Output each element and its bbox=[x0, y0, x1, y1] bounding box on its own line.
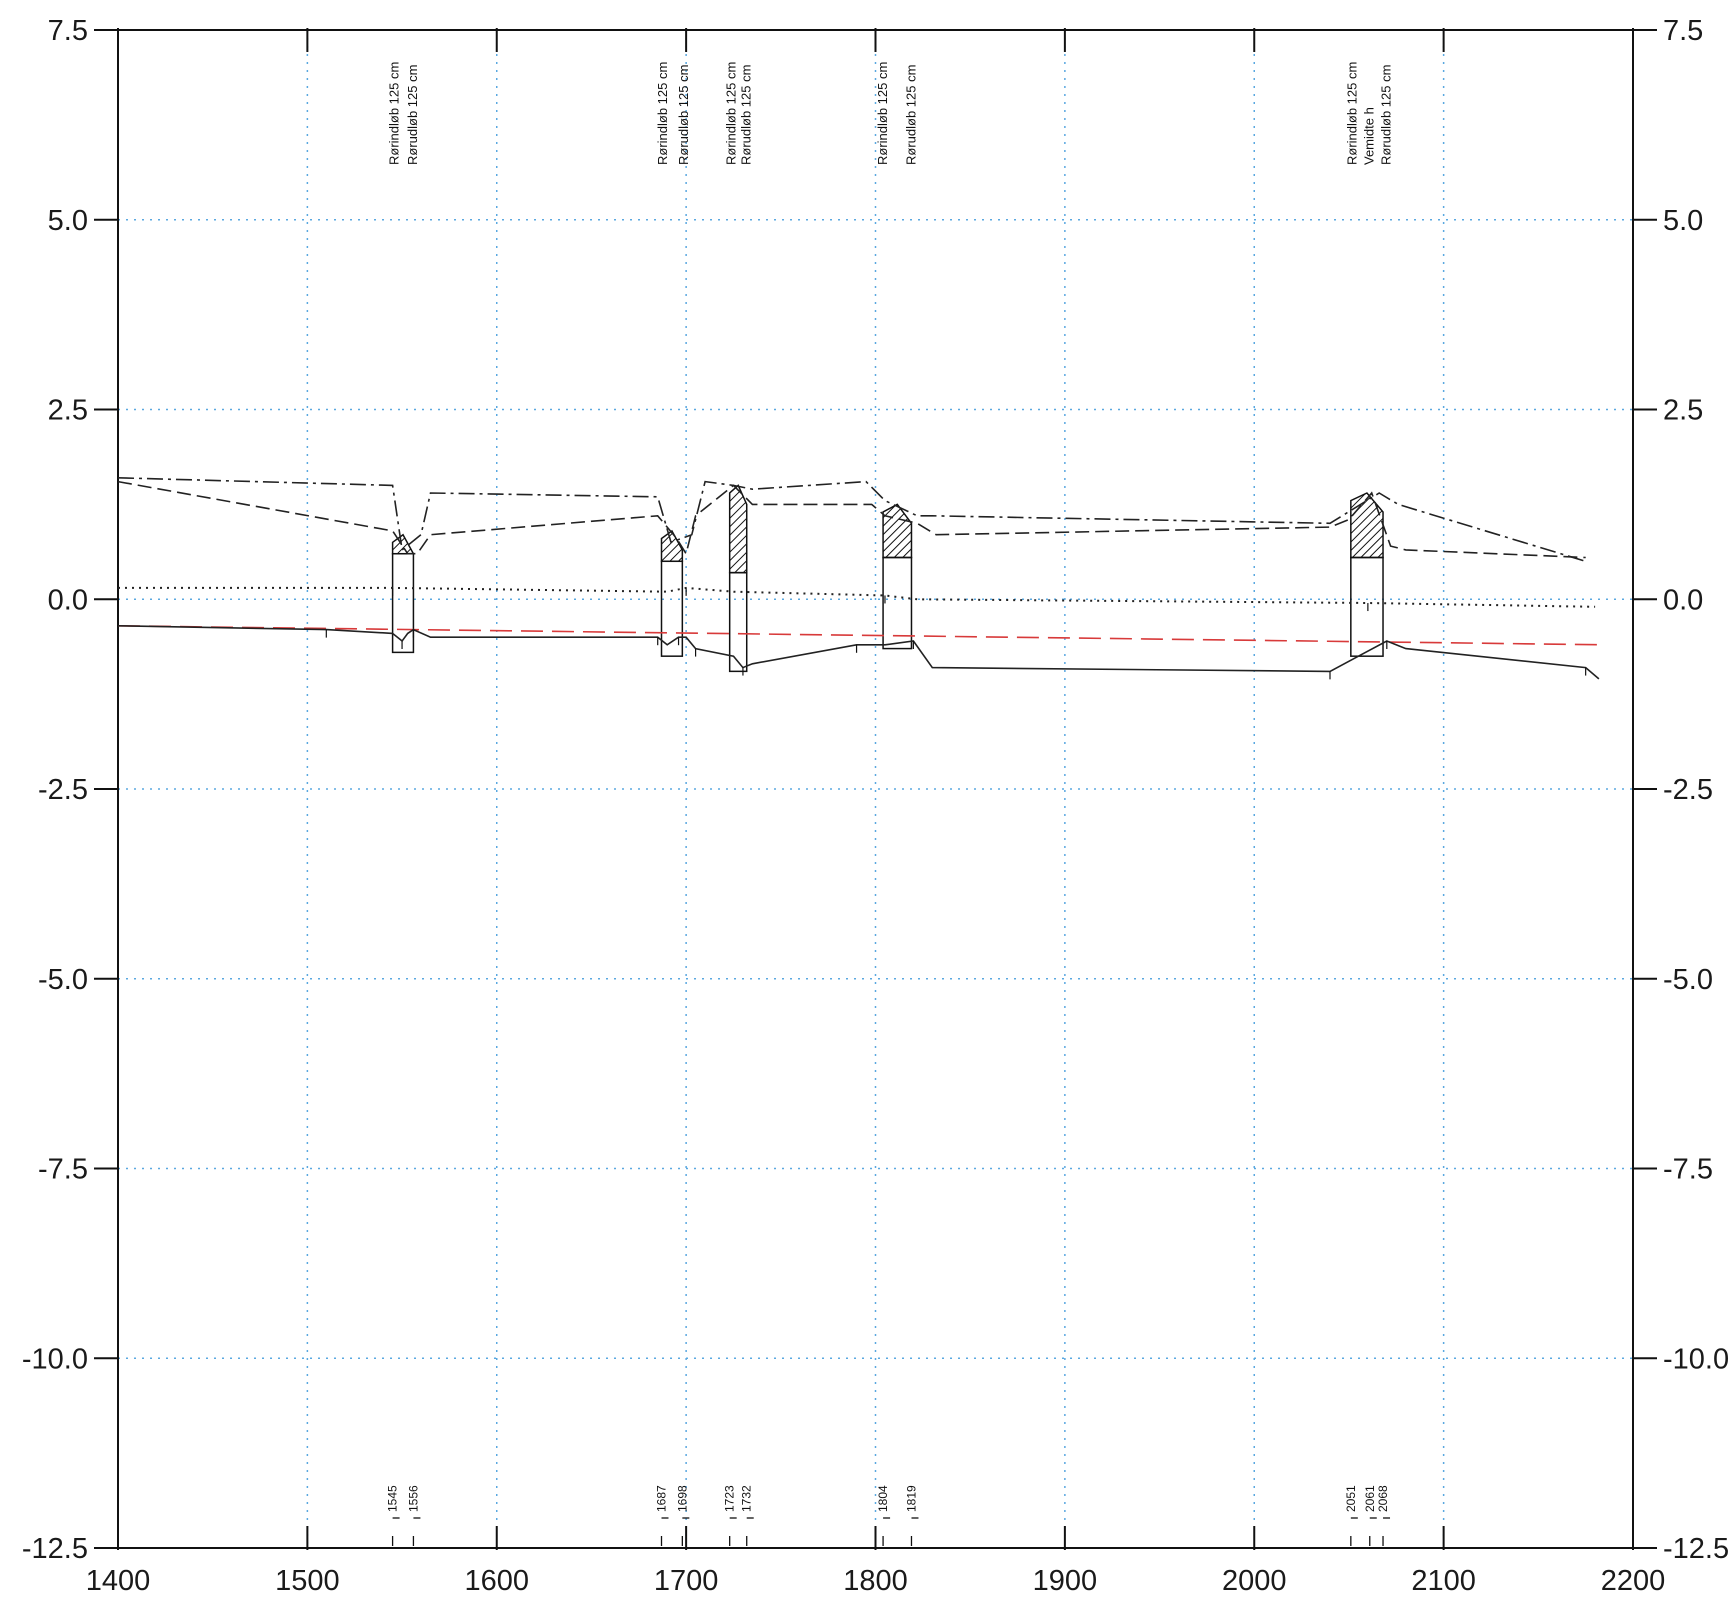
y-tick-label-right: 7.5 bbox=[1663, 15, 1703, 47]
series-line-dashed bbox=[117, 480, 1586, 559]
y-tick-label-right: -5.0 bbox=[1663, 964, 1713, 996]
station-label: 2068 bbox=[1376, 1485, 1390, 1512]
structure-annotation: Rørudløb 125 cm bbox=[903, 65, 918, 165]
structure-annotations: Rørindløb 125 cm Rørudløb 125 cm Rørindløb… bbox=[386, 62, 1393, 165]
structure-annotation: Rørudløb 125 cm bbox=[1379, 65, 1394, 165]
y-tick-label-left: 7.5 bbox=[48, 15, 88, 47]
station-label: 1556 bbox=[406, 1485, 420, 1512]
station-label: 1819 bbox=[904, 1485, 918, 1512]
y-tick-label-right: -12.5 bbox=[1663, 1533, 1729, 1565]
series-line-solid bbox=[117, 625, 1600, 680]
structure-annotation: Vemidte h bbox=[1362, 107, 1377, 165]
x-tick-label: 1400 bbox=[86, 1565, 151, 1597]
x-tick-label: 1800 bbox=[843, 1565, 908, 1597]
x-tick-label: 1500 bbox=[275, 1565, 340, 1597]
x-tick-label: 2200 bbox=[1601, 1565, 1666, 1597]
station-label: 2061 bbox=[1363, 1485, 1377, 1512]
y-tick-label-right: 2.5 bbox=[1663, 395, 1703, 427]
structure-annotation: Rørudløb 125 cm bbox=[405, 65, 420, 165]
structure-annotation: Rørudløb 125 cm bbox=[739, 65, 754, 165]
y-tick-label-left: 2.5 bbox=[48, 395, 88, 427]
hatched-fill bbox=[660, 529, 684, 563]
y-tick-label-left: -10.0 bbox=[22, 1343, 88, 1375]
y-tick-label-left: 0.0 bbox=[48, 584, 88, 616]
x-tick-label: 2100 bbox=[1411, 1565, 1476, 1597]
structure-annotation: Rørindløb 125 cm bbox=[1345, 62, 1360, 165]
structure-annotation: Rørudløb 125 cm bbox=[676, 65, 691, 165]
y-tick-label-left: -12.5 bbox=[22, 1533, 88, 1565]
series bbox=[117, 477, 1605, 680]
x-tick-label: 2000 bbox=[1222, 1565, 1287, 1597]
x-tick-label: 1900 bbox=[1033, 1565, 1098, 1597]
y-tick-label-right: -7.5 bbox=[1663, 1154, 1713, 1186]
y-tick-label-left: 5.0 bbox=[48, 205, 88, 237]
structure-annotation: Rørindløb 125 cm bbox=[875, 62, 890, 165]
structure-annotation: Rørindløb 125 cm bbox=[723, 62, 738, 165]
y-tick-label-right: 5.0 bbox=[1663, 205, 1703, 237]
y-tick-label-right: 0.0 bbox=[1663, 584, 1703, 616]
station-label: 1687 bbox=[655, 1485, 669, 1512]
station-label: 1698 bbox=[675, 1485, 689, 1512]
grid bbox=[118, 30, 1633, 1548]
y-tick-label-left: -2.5 bbox=[38, 774, 88, 806]
station-label: 2051 bbox=[1344, 1485, 1358, 1512]
y-tick-label-left: -5.0 bbox=[38, 964, 88, 996]
structure-annotation: Rørindløb 125 cm bbox=[386, 62, 401, 165]
station-label: 1804 bbox=[876, 1485, 890, 1512]
y-tick-label-right: -2.5 bbox=[1663, 774, 1713, 806]
y-tick-label-left: -7.5 bbox=[38, 1154, 88, 1186]
station-label: 1723 bbox=[723, 1485, 737, 1512]
station-label: 1732 bbox=[740, 1485, 754, 1512]
x-tick-label: 1600 bbox=[464, 1565, 529, 1597]
structure-annotation: Rørindløb 125 cm bbox=[655, 62, 670, 165]
hatched-fill bbox=[728, 484, 748, 574]
axes: 1400 1500 1600 1700 1800 1900 2000 2100 2200 7.5 7… bbox=[22, 15, 1729, 1597]
series-line-dotted bbox=[118, 586, 1596, 608]
y-tick-label-right: -10.0 bbox=[1663, 1343, 1729, 1375]
x-tick-label: 1700 bbox=[654, 1565, 719, 1597]
station-label: 1545 bbox=[386, 1485, 400, 1512]
station-markers: 1545 1556 1687 1698 1723 1732 1804 1819 2051 2061… bbox=[386, 1485, 1391, 1546]
